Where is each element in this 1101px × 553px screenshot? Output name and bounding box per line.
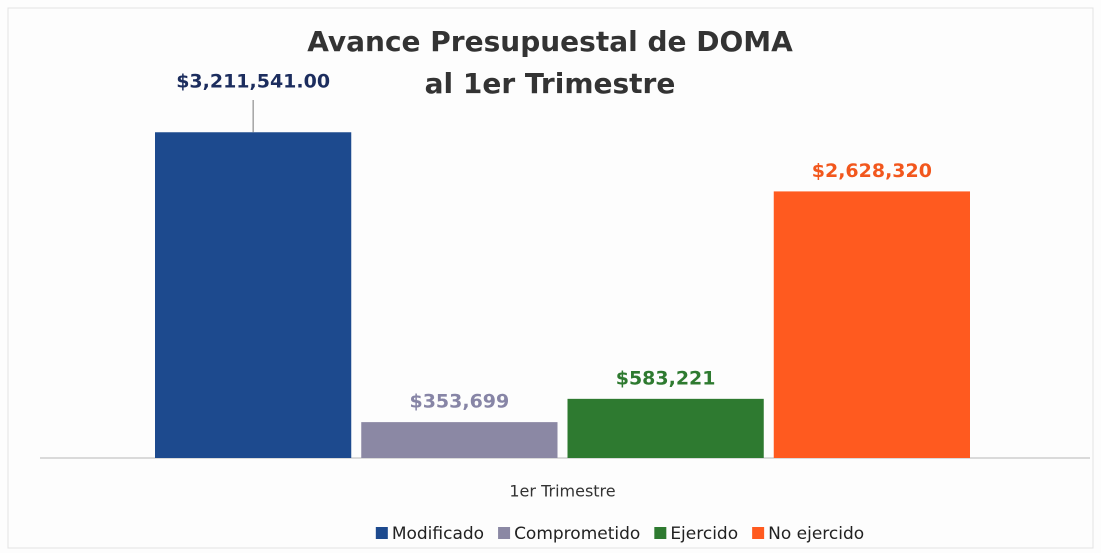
legend-swatch [752, 527, 765, 539]
bar [773, 191, 970, 458]
legend-label: No ejercido [768, 524, 864, 544]
bar [567, 398, 764, 458]
legend-label: Ejercido [670, 524, 738, 544]
chart-title: Avance Presupuestal de DOMA [307, 25, 793, 58]
bar [361, 422, 558, 458]
legend-swatch [654, 527, 667, 539]
legend-swatch [375, 527, 388, 539]
data-label: $353,699 [409, 391, 509, 413]
legend-label: Comprometido [514, 524, 640, 544]
data-label: $2,628,320 [812, 160, 932, 182]
x-tick-label: 1er Trimestre [509, 482, 615, 501]
chart-border [7, 7, 1094, 549]
legend-swatch [498, 527, 511, 539]
data-label: $3,211,541.00 [176, 71, 330, 93]
chart-title: al 1er Trimestre [425, 67, 676, 100]
bar [155, 132, 352, 458]
legend-label: Modificado [392, 524, 484, 544]
data-label: $583,221 [616, 367, 716, 389]
